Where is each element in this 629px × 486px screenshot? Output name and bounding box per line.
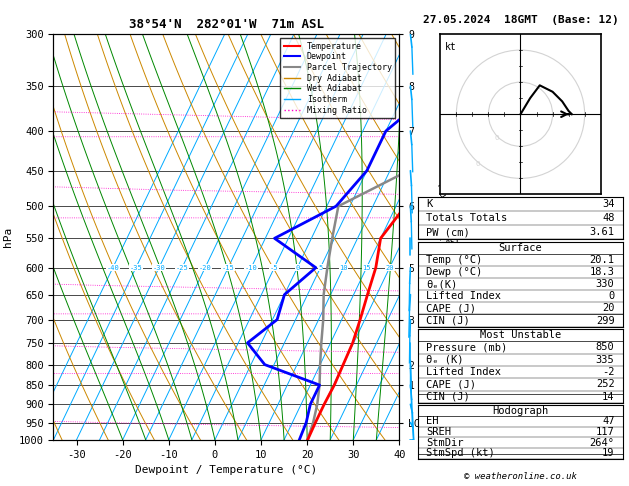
Text: Mixing Ratio (g/kg): Mixing Ratio (g/kg) [440,181,449,293]
Text: 117: 117 [596,427,615,437]
Text: 0: 0 [495,135,499,141]
Text: 5: 5 [318,265,323,271]
Y-axis label: hPa: hPa [3,227,13,247]
Text: 264°: 264° [589,438,615,448]
Text: 299: 299 [596,315,615,326]
Text: -5: -5 [270,265,279,271]
Text: 14: 14 [602,392,615,402]
Text: 3.61: 3.61 [589,227,615,237]
Text: 252: 252 [596,380,615,389]
Text: 27.05.2024  18GMT  (Base: 12): 27.05.2024 18GMT (Base: 12) [423,15,618,25]
Text: Lifted Index: Lifted Index [426,367,501,377]
Text: 20: 20 [386,265,394,271]
Text: 335: 335 [596,355,615,365]
Text: -2: -2 [602,367,615,377]
Text: Hodograph: Hodograph [493,406,548,416]
Text: 18.3: 18.3 [589,267,615,277]
Legend: Temperature, Dewpoint, Parcel Trajectory, Dry Adiabat, Wet Adiabat, Isotherm, Mi: Temperature, Dewpoint, Parcel Trajectory… [281,38,395,118]
Text: CIN (J): CIN (J) [426,392,470,402]
Text: -25: -25 [175,265,189,271]
Text: Pressure (mb): Pressure (mb) [426,343,508,352]
Text: Temp (°C): Temp (°C) [426,255,482,265]
Text: -40: -40 [106,265,120,271]
Text: SREH: SREH [426,427,452,437]
Text: -15: -15 [222,265,235,271]
Text: 19: 19 [602,449,615,458]
Text: 10: 10 [339,265,348,271]
Text: K: K [426,199,433,209]
Text: © weatheronline.co.uk: © weatheronline.co.uk [464,472,577,481]
Text: -10: -10 [245,265,258,271]
Text: PW (cm): PW (cm) [426,227,470,237]
Text: Totals Totals: Totals Totals [426,213,508,223]
Title: 38°54'N  282°01'W  71m ASL: 38°54'N 282°01'W 71m ASL [129,18,324,32]
Text: Most Unstable: Most Unstable [480,330,561,340]
Text: EH: EH [426,417,439,426]
Text: 0: 0 [608,291,615,301]
Text: CAPE (J): CAPE (J) [426,303,476,313]
Text: Dewp (°C): Dewp (°C) [426,267,482,277]
Text: 0: 0 [295,265,299,271]
Text: StmSpd (kt): StmSpd (kt) [426,449,495,458]
Text: 20: 20 [602,303,615,313]
Text: CIN (J): CIN (J) [426,315,470,326]
Text: θₑ (K): θₑ (K) [426,355,464,365]
Text: StmDir: StmDir [426,438,464,448]
Text: 20.1: 20.1 [589,255,615,265]
Text: θₑ(K): θₑ(K) [426,279,458,289]
Text: 15: 15 [362,265,371,271]
Y-axis label: km
ASL: km ASL [445,226,463,248]
Text: -35: -35 [130,265,142,271]
Text: 850: 850 [596,343,615,352]
Text: -30: -30 [153,265,165,271]
Text: 48: 48 [602,213,615,223]
Text: kt: kt [445,42,457,52]
X-axis label: Dewpoint / Temperature (°C): Dewpoint / Temperature (°C) [135,465,318,475]
Text: Lifted Index: Lifted Index [426,291,501,301]
Text: 0: 0 [476,160,480,167]
Text: 330: 330 [596,279,615,289]
Text: -20: -20 [199,265,211,271]
Text: 47: 47 [602,417,615,426]
Text: 34: 34 [602,199,615,209]
Text: CAPE (J): CAPE (J) [426,380,476,389]
Text: Surface: Surface [499,243,542,253]
